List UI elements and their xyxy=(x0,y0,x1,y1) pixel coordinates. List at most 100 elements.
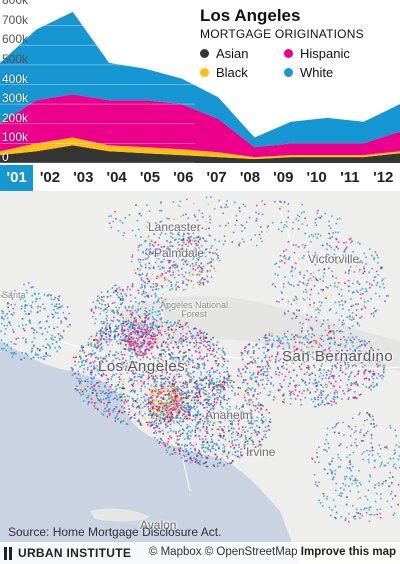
map-dot xyxy=(152,251,154,254)
map-dot xyxy=(199,346,201,348)
map-dot xyxy=(153,245,155,247)
map-dot xyxy=(196,402,199,405)
map-dot xyxy=(126,335,128,337)
map-dot xyxy=(328,325,330,327)
map-dot xyxy=(383,286,385,289)
map-dot xyxy=(282,394,284,397)
map-dot xyxy=(100,363,102,365)
map-dot xyxy=(306,351,309,354)
map-dot xyxy=(139,258,142,261)
map-dot xyxy=(197,462,200,464)
map-dot xyxy=(192,224,194,227)
year-tab-2009[interactable]: '09 xyxy=(273,169,294,186)
map-dot xyxy=(221,457,223,459)
year-tab-2007[interactable]: '07 xyxy=(206,169,227,186)
map-dot xyxy=(157,330,160,332)
map-dot xyxy=(144,263,147,266)
map-dot xyxy=(199,463,201,466)
map-dot xyxy=(290,397,292,400)
map-dot xyxy=(121,288,124,291)
map-dot xyxy=(346,467,349,469)
map-dot xyxy=(208,234,210,237)
map-dot xyxy=(159,406,161,408)
map-dot xyxy=(123,387,126,390)
map-dot xyxy=(165,272,167,274)
map-dot xyxy=(179,323,181,326)
map-dot xyxy=(360,393,362,396)
year-tab-2010[interactable]: '10 xyxy=(306,169,327,186)
map-canvas[interactable] xyxy=(0,191,400,564)
map-dot xyxy=(324,383,327,386)
dot-density-map[interactable]: Lancaster Palmdale Victorville Angeles N… xyxy=(0,191,400,564)
map-dot xyxy=(96,397,99,400)
map-dot xyxy=(298,391,301,393)
map-dot xyxy=(100,291,103,294)
year-tab-2004[interactable]: '04 xyxy=(106,169,127,186)
map-dot xyxy=(156,283,158,285)
map-dot xyxy=(310,273,312,275)
map-dot xyxy=(315,309,317,311)
map-dot xyxy=(359,243,361,245)
map-dot xyxy=(206,422,209,425)
map-dot xyxy=(160,275,162,277)
year-tab-2002[interactable]: '02 xyxy=(39,169,61,186)
map-dot xyxy=(161,356,164,358)
map-dot xyxy=(144,393,147,395)
map-dot xyxy=(176,357,179,359)
map-dot xyxy=(224,240,226,242)
map-dot xyxy=(355,482,357,484)
map-dot xyxy=(192,396,194,399)
year-tab-2001[interactable]: '01 xyxy=(0,165,34,191)
map-dot xyxy=(159,421,162,424)
map-dot xyxy=(196,332,199,334)
year-tab-2006[interactable]: '06 xyxy=(173,169,194,186)
map-dot xyxy=(392,514,395,516)
map-dot xyxy=(114,391,117,393)
map-dot xyxy=(235,405,238,407)
map-dot xyxy=(20,308,23,310)
map-dot xyxy=(103,308,106,311)
map-dot xyxy=(177,226,180,228)
map-dot xyxy=(166,346,169,348)
map-dot xyxy=(221,365,224,368)
map-dot xyxy=(276,346,279,349)
map-dot xyxy=(167,343,169,346)
year-tab-2003[interactable]: '03 xyxy=(73,169,94,186)
year-tab-2008[interactable]: '08 xyxy=(239,169,261,186)
map-dot xyxy=(160,318,162,321)
map-dot xyxy=(326,472,329,475)
year-tab-2012[interactable]: '12 xyxy=(373,169,394,186)
map-dot xyxy=(275,358,277,361)
map-dot xyxy=(124,348,127,351)
map-dot xyxy=(206,430,209,433)
map-dot xyxy=(100,321,103,323)
map-dot xyxy=(199,421,201,424)
map-dot xyxy=(302,282,305,284)
map-dot xyxy=(133,373,135,375)
map-dot xyxy=(120,351,123,353)
map-dot xyxy=(168,397,171,400)
map-dot xyxy=(318,346,320,348)
map-dot xyxy=(30,358,32,360)
map-dot xyxy=(145,329,148,332)
map-dot xyxy=(147,382,149,385)
map-dot xyxy=(99,370,102,372)
map-dot xyxy=(238,243,240,246)
map-dot xyxy=(137,249,140,252)
year-tab-2011[interactable]: '11 xyxy=(340,169,360,186)
map-dot xyxy=(189,394,191,397)
map-dot xyxy=(192,366,194,368)
map-dot xyxy=(279,342,282,345)
map-dot xyxy=(287,385,290,388)
map-dot xyxy=(283,250,285,252)
map-dot xyxy=(172,389,175,392)
map-dot xyxy=(336,286,339,288)
map-dot xyxy=(223,464,225,467)
map-dot xyxy=(215,381,218,383)
map-dot xyxy=(98,345,100,348)
map-dot xyxy=(356,373,359,376)
map-dot xyxy=(177,386,180,389)
map-dot xyxy=(186,283,188,286)
year-tab-2005[interactable]: '05 xyxy=(139,169,161,186)
map-dot xyxy=(312,255,314,257)
